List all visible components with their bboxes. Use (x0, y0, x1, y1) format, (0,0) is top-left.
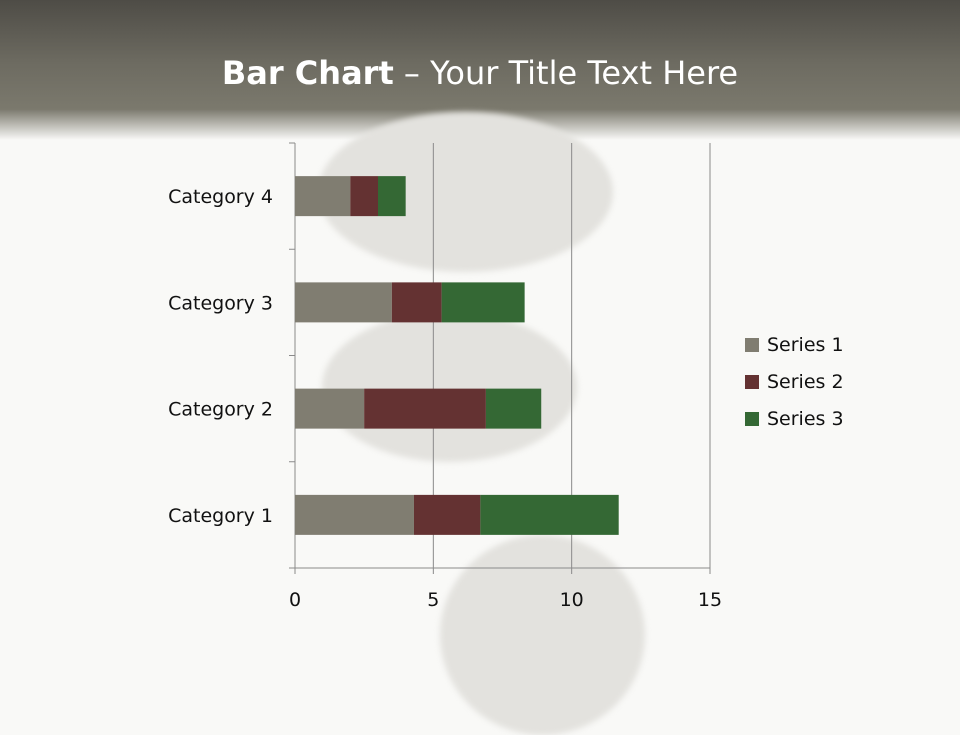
category-label: Category 4 (168, 186, 273, 208)
bar-series-1 (295, 494, 414, 535)
legend-swatch (745, 374, 759, 389)
title-bold: Bar Chart (221, 54, 394, 92)
bar-series-2 (364, 388, 486, 429)
title-rest: – Your Title Text Here (393, 54, 739, 92)
category-label: Category 1 (168, 505, 273, 527)
x-tick-label: 15 (698, 589, 722, 611)
bar-series-3 (441, 282, 525, 323)
bar-series-2 (391, 282, 442, 323)
category-label: Category 2 (168, 399, 273, 421)
bar-series-3 (378, 176, 406, 217)
background-pebble (322, 312, 577, 462)
legend-label: Series 1 (767, 333, 844, 356)
legend-label: Series 2 (767, 370, 844, 393)
bar-series-3 (480, 494, 619, 535)
bar-series-2 (413, 494, 481, 535)
legend-item: Series 2 (745, 363, 844, 400)
slide-title: Bar Chart – Your Title Text Here (0, 54, 960, 92)
legend-label: Series 3 (767, 407, 844, 430)
legend-item: Series 1 (745, 326, 844, 363)
bar-series-1 (295, 282, 392, 323)
bar-series-3 (485, 388, 542, 429)
legend-item: Series 3 (745, 400, 844, 437)
legend-swatch (745, 337, 759, 352)
chart-legend: Series 1 Series 2 Series 3 (745, 326, 844, 437)
category-label: Category 3 (168, 292, 273, 314)
x-tick-label: 10 (560, 589, 584, 611)
legend-swatch (745, 411, 759, 426)
bar-series-1 (295, 176, 351, 217)
bar-series-2 (350, 176, 378, 217)
bar-chart: 0 5 10 15 Category 1 Category 2 Category 3 Cate… (168, 142, 722, 611)
x-tick-label: 0 (289, 589, 301, 611)
bar-series-1 (295, 388, 365, 429)
x-tick-label: 5 (427, 589, 439, 611)
